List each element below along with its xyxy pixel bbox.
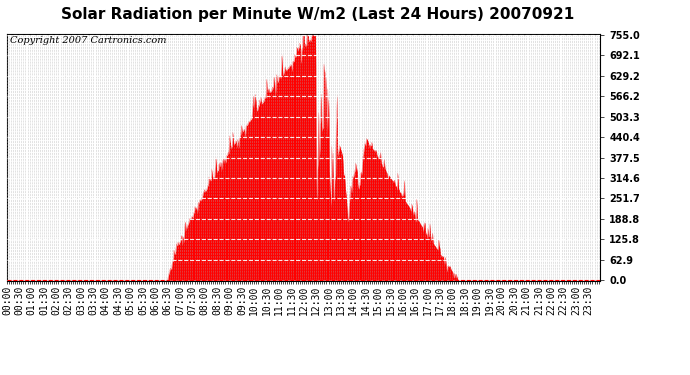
Text: Copyright 2007 Cartronics.com: Copyright 2007 Cartronics.com xyxy=(10,36,166,45)
Text: Solar Radiation per Minute W/m2 (Last 24 Hours) 20070921: Solar Radiation per Minute W/m2 (Last 24… xyxy=(61,8,574,22)
